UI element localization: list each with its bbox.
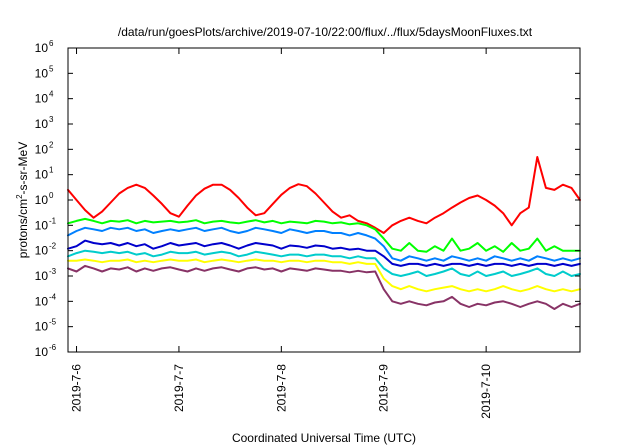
- y-tick-label: 10: [35, 269, 49, 283]
- y-tick-label: 10: [35, 345, 49, 359]
- y-tick-label: 10: [35, 66, 49, 80]
- y-tick-base: 10: [35, 294, 49, 308]
- y-tick-base: 10: [35, 142, 49, 156]
- series-line-3: [67, 226, 581, 262]
- y-tick-label: 10: [35, 218, 49, 232]
- series-line-5: [67, 249, 581, 277]
- x-tick-label: 2019-7-9: [377, 364, 391, 412]
- x-axis: 2019-7-6 2019-7-7 2019-7-8 2019-7-9 2019-7-1…: [70, 48, 493, 419]
- series-layer: [67, 156, 581, 310]
- y-tick-base: 10: [35, 66, 49, 80]
- y-tick-label: 10: [35, 193, 49, 207]
- y-tick-base: 10: [35, 218, 49, 232]
- y-tick-label: 10: [35, 41, 49, 55]
- x-tick-label: 2019-7-10: [479, 364, 493, 419]
- series-line-6: [67, 258, 581, 293]
- series-line-1: [67, 156, 581, 234]
- y-tick-base: 10: [35, 244, 49, 258]
- series-line-2: [67, 217, 581, 253]
- y-tick-base: 10: [35, 193, 49, 207]
- y-axis-label-post: -s-sr-MeV: [16, 142, 30, 195]
- y-tick-exponent: -1: [49, 216, 57, 225]
- x-tick-label: 2019-7-7: [172, 364, 186, 412]
- y-tick-base: 10: [35, 117, 49, 131]
- y-tick-label: 10: [35, 142, 49, 156]
- y-tick-exponent: 6: [49, 39, 54, 48]
- y-tick-exponent: -2: [49, 242, 57, 251]
- y-tick-base: 10: [35, 41, 49, 55]
- x-tick-label: 2019-7-8: [274, 364, 288, 412]
- y-tick-base: 10: [35, 269, 49, 283]
- y-tick-exponent: 5: [49, 64, 54, 73]
- y-tick-exponent: -3: [49, 267, 57, 276]
- y-tick-label: 10: [35, 117, 49, 131]
- y-tick-exponent: -5: [49, 318, 57, 327]
- y-tick-exponent: 2: [49, 140, 54, 149]
- y-tick-exponent: 0: [49, 191, 54, 200]
- y-axis-label-sup: 2: [15, 194, 24, 199]
- y-tick-label: 10: [35, 92, 49, 106]
- y-tick-label: 10: [35, 244, 49, 258]
- y-tick-exponent: 1: [49, 166, 54, 175]
- y-axis-label: protons/cm2-s-sr-MeV: [15, 142, 30, 258]
- series-line-7: [67, 264, 581, 310]
- y-tick-exponent: 3: [49, 115, 54, 124]
- x-axis-label: Coordinated Universal Time (UTC): [232, 431, 416, 445]
- series-line-4: [67, 239, 581, 267]
- y-tick-base: 10: [35, 92, 49, 106]
- y-tick-exponent: 4: [49, 90, 54, 99]
- y-tick-label: 10: [35, 294, 49, 308]
- chart-title: /data/run/goesPlots/archive/2019-07-10/2…: [118, 25, 533, 39]
- y-tick-label: 10: [35, 320, 49, 334]
- y-tick-exponent: -6: [49, 343, 57, 352]
- y-axis-label-pre: protons/cm: [16, 199, 30, 258]
- y-tick-label: 10: [35, 168, 49, 182]
- x-tick-label: 2019-7-6: [70, 364, 84, 412]
- y-tick-exponent: -4: [49, 292, 57, 301]
- y-tick-base: 10: [35, 168, 49, 182]
- y-tick-base: 10: [35, 320, 49, 334]
- y-axis: 10 -610 -510 -410 -310 -210 -110 010 110 210 310 41…: [35, 39, 580, 359]
- y-tick-base: 10: [35, 345, 49, 359]
